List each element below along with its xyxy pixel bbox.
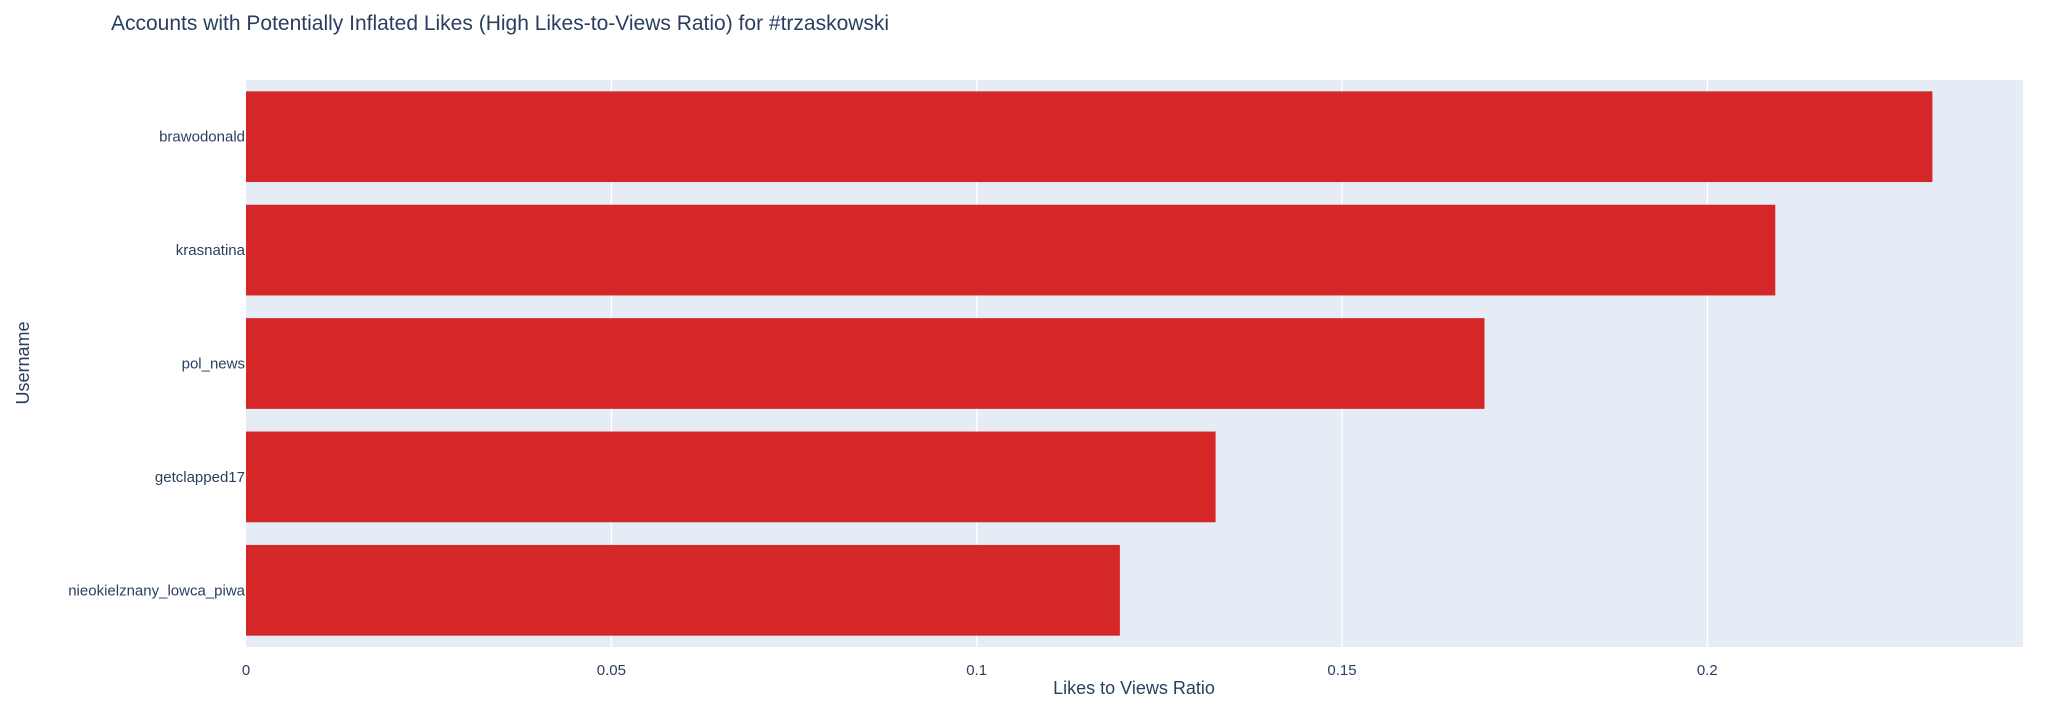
- bar-krasnatina[interactable]: [246, 204, 1776, 296]
- bar-getclapped17[interactable]: [246, 431, 1216, 523]
- x-tick-label: 0: [242, 662, 250, 679]
- y-tick-label: brawodonald: [159, 129, 245, 146]
- bar-pol_news[interactable]: [246, 318, 1485, 409]
- y-tick-labels: brawodonald krasnatina pol_news getclapped1…: [68, 129, 245, 600]
- x-tick-labels: 0 0.05 0.1 0.15 0.2: [242, 662, 1718, 679]
- y-tick-label: pol_news: [182, 356, 245, 373]
- x-axis-title: Likes to Views Ratio: [1053, 678, 1215, 698]
- y-axis-title: Username: [13, 321, 33, 404]
- x-tick-label: 0.2: [1697, 662, 1718, 679]
- y-tick-label: getclapped17: [155, 469, 245, 486]
- y-tick-label: nieokielznany_lowca_piwa: [68, 582, 245, 599]
- x-tick-label: 0.15: [1327, 662, 1356, 679]
- x-tick-label: 0.05: [597, 662, 626, 679]
- bar-brawodonald[interactable]: [246, 91, 1933, 183]
- bar-nieokielznany_lowca_piwa[interactable]: [246, 544, 1120, 636]
- bars: [246, 91, 1933, 636]
- y-tick-label: krasnatina: [176, 242, 246, 259]
- x-tick-label: 0.1: [966, 662, 987, 679]
- chart-title: Accounts with Potentially Inflated Likes…: [111, 12, 889, 35]
